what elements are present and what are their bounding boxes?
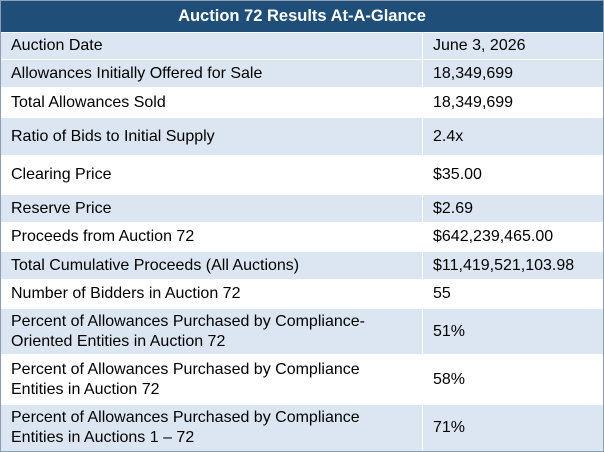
row-value: 51%	[433, 322, 466, 340]
row-label-text: Proceeds from Auction 72	[11, 228, 195, 245]
table-row: Ratio of Bids to Initial Supply 2.4x	[1, 118, 603, 156]
row-label-text: Reserve Price	[11, 199, 112, 217]
table-row: Auction Date June 3, 2026	[1, 33, 603, 60]
row-value: 18,349,699	[433, 64, 514, 82]
row-label-text: Ratio of Bids to Initial Supply	[11, 127, 215, 145]
table-row: Clearing Price $35.00	[1, 156, 603, 195]
row-label-text: Percent of Allowances Purchased by Compl…	[11, 360, 360, 398]
row-label: Percent of Allowances Purchased by Compl…	[1, 355, 423, 404]
row-value: 58%	[433, 370, 466, 388]
table-row: Proceeds from Auction 72 $642,239,465.00	[1, 223, 603, 252]
table-title: Auction 72 Results At-A-Glance	[1, 1, 603, 33]
table-row: Number of Bidders in Auction 72 55	[1, 280, 603, 309]
table-row: Total Cumulative Proceeds (All Auctions)…	[1, 252, 603, 280]
table-row: Percent of Allowances Purchased by Compl…	[1, 309, 603, 355]
table-row: Percent of Allowances Purchased by Compl…	[1, 405, 603, 451]
row-value: $642,239,465.00	[433, 228, 554, 245]
row-label: Percent of Allowances Purchased by Compl…	[1, 405, 423, 451]
row-value: June 3, 2026	[433, 37, 526, 54]
row-label: Number of Bidders in Auction 72	[1, 280, 423, 308]
row-label-text: Clearing Price	[11, 166, 112, 183]
row-label-text: Total Allowances Sold	[11, 93, 166, 111]
row-value: $2.69	[433, 199, 474, 217]
row-label: Auction Date	[1, 33, 423, 59]
row-label: Allowances Initially Offered for Sale	[1, 60, 423, 87]
row-value: 55	[433, 285, 451, 302]
row-label: Ratio of Bids to Initial Supply	[1, 118, 423, 155]
table-row: Total Allowances Sold 18,349,699	[1, 88, 603, 118]
row-value: $35.00	[433, 166, 482, 183]
row-label-text: Percent of Allowances Purchased by Compl…	[11, 312, 365, 350]
row-value: 71%	[433, 419, 466, 436]
table-row: Reserve Price $2.69	[1, 195, 603, 223]
row-label: Clearing Price	[1, 156, 423, 194]
row-label: Percent of Allowances Purchased by Compl…	[1, 309, 423, 354]
table-row: Allowances Initially Offered for Sale 18…	[1, 60, 603, 88]
table-row: Percent of Allowances Purchased by Compl…	[1, 355, 603, 405]
row-label-text: Percent of Allowances Purchased by Compl…	[11, 409, 360, 446]
row-value: $11,419,521,103.98	[433, 256, 575, 274]
row-label: Total Cumulative Proceeds (All Auctions)	[1, 252, 423, 279]
row-value: 18,349,699	[433, 93, 514, 111]
row-label-text: Total Cumulative Proceeds (All Auctions)	[11, 256, 300, 274]
row-label: Reserve Price	[1, 195, 423, 222]
row-label-text: Number of Bidders in Auction 72	[11, 285, 241, 302]
row-value: 2.4x	[433, 127, 464, 145]
row-label-text: Auction Date	[11, 37, 103, 54]
row-label: Proceeds from Auction 72	[1, 223, 423, 251]
row-label-text: Allowances Initially Offered for Sale	[11, 64, 263, 82]
row-label: Total Allowances Sold	[1, 88, 423, 117]
